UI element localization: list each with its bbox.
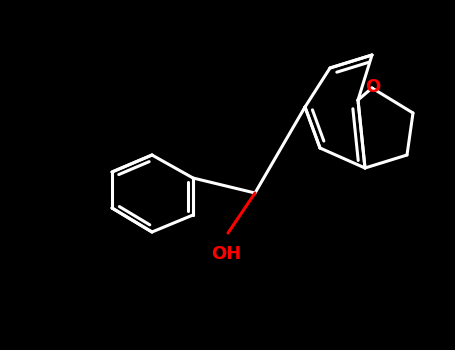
Text: OH: OH xyxy=(211,245,241,263)
Text: O: O xyxy=(365,78,381,96)
